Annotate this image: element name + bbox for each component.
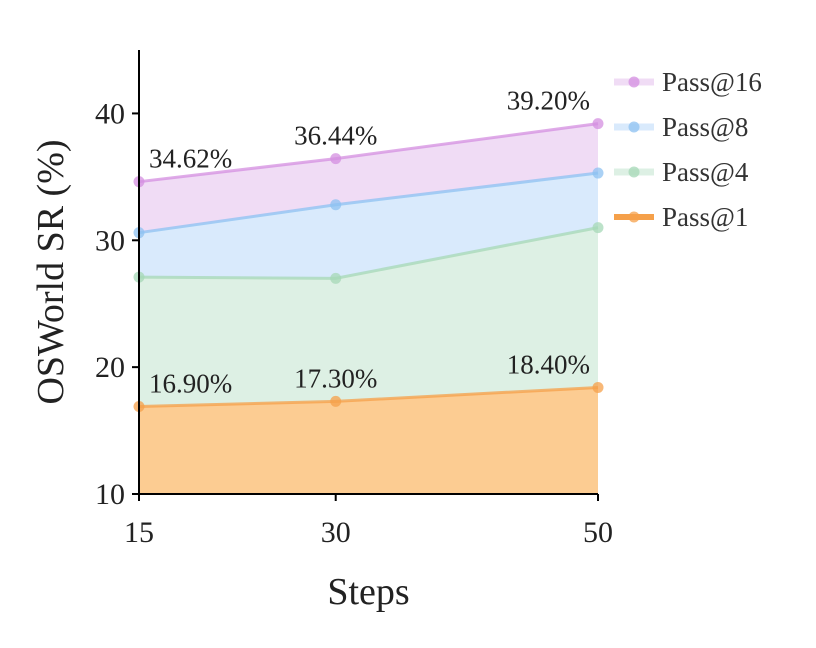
legend-label-pass16: Pass@16 bbox=[662, 67, 762, 97]
x-tick-label-15: 15 bbox=[124, 516, 154, 549]
area-pass1 bbox=[139, 387, 598, 494]
legend-label-pass1: Pass@1 bbox=[662, 202, 748, 232]
legend-marker-pass16 bbox=[628, 76, 640, 88]
legend-marker-pass1 bbox=[628, 211, 640, 223]
x-ticks: 15 30 50 bbox=[124, 494, 613, 549]
y-tick-label-10: 10 bbox=[95, 478, 125, 511]
data-label-pass1-15: 16.90% bbox=[149, 368, 232, 398]
data-label-pass1-50: 18.40% bbox=[507, 349, 590, 379]
x-axis-title: Steps bbox=[327, 571, 409, 613]
point-pass8-50 bbox=[592, 167, 604, 179]
point-pass1-50 bbox=[592, 381, 604, 393]
point-pass16-50 bbox=[592, 118, 604, 130]
y-tick-label-40: 40 bbox=[95, 97, 125, 130]
area-layer bbox=[139, 123, 598, 494]
data-label-pass16-30: 36.44% bbox=[294, 121, 377, 151]
legend-marker-pass8 bbox=[628, 121, 640, 133]
point-layer bbox=[133, 118, 604, 412]
point-pass8-30 bbox=[330, 199, 342, 211]
axes bbox=[138, 50, 598, 495]
legend: Pass@16 Pass@8 Pass@4 Pass@1 bbox=[614, 67, 762, 232]
x-tick-label-30: 30 bbox=[321, 516, 351, 549]
point-pass1-30 bbox=[330, 395, 342, 407]
point-pass4-50 bbox=[592, 222, 604, 234]
data-labels: 34.62% 36.44% 39.20% 16.90% 17.30% 18.40% bbox=[149, 86, 590, 399]
data-label-pass1-30: 17.30% bbox=[294, 363, 377, 393]
point-pass4-30 bbox=[330, 272, 342, 284]
point-pass16-30 bbox=[330, 153, 342, 165]
legend-label-pass8: Pass@8 bbox=[662, 112, 748, 142]
legend-label-pass4: Pass@4 bbox=[662, 157, 749, 187]
y-tick-label-20: 20 bbox=[95, 351, 125, 384]
data-label-pass16-15: 34.62% bbox=[149, 144, 232, 174]
y-axis-title: OSWorld SR (%) bbox=[30, 139, 72, 404]
data-label-pass16-50: 39.20% bbox=[507, 86, 590, 116]
y-ticks: 10 20 30 40 bbox=[95, 97, 139, 511]
x-tick-label-50: 50 bbox=[583, 516, 613, 549]
legend-marker-pass4 bbox=[628, 166, 640, 178]
y-tick-label-30: 30 bbox=[95, 224, 125, 257]
